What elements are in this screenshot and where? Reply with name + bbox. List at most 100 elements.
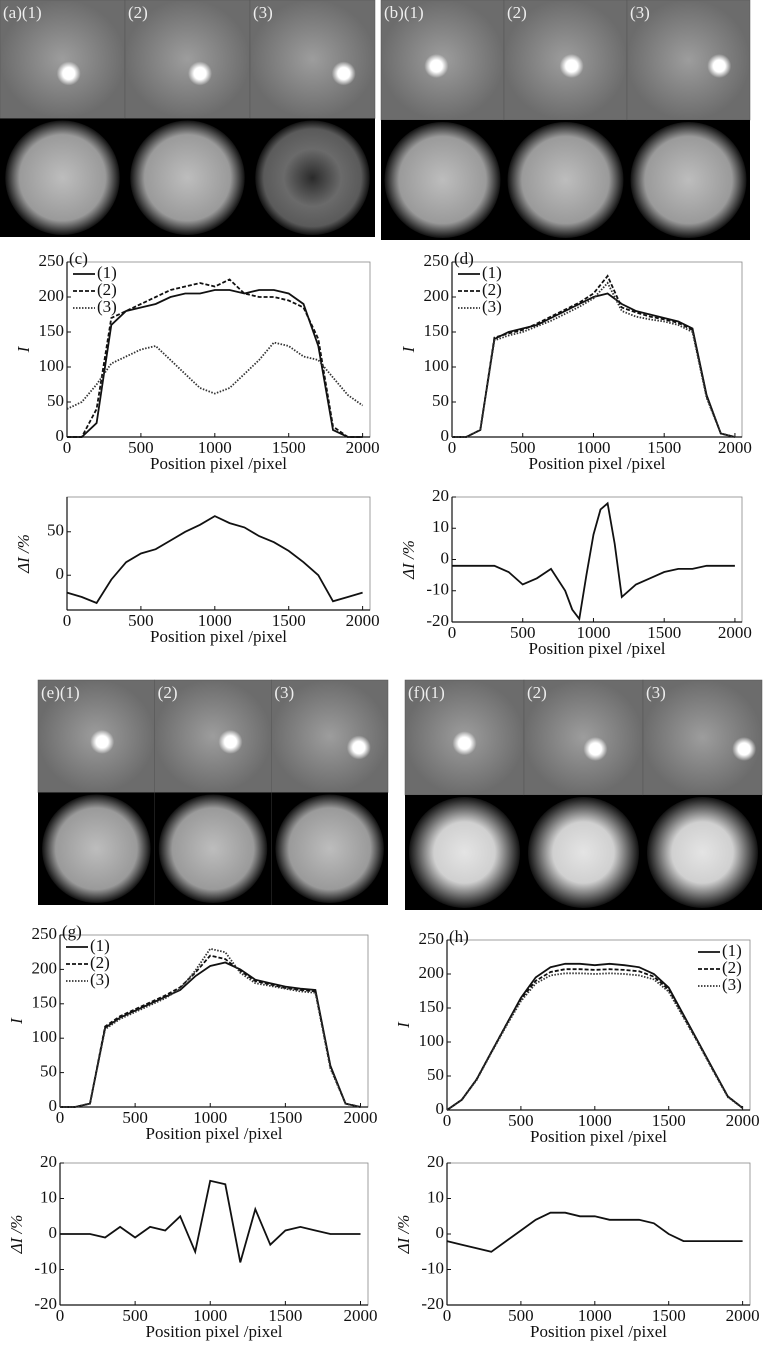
photo-label: (2) bbox=[527, 683, 547, 702]
photo-label: (2) bbox=[158, 683, 178, 702]
photo-top bbox=[154, 679, 272, 793]
x-axis-label: Position pixel /pixel bbox=[530, 1322, 667, 1341]
x-axis-label: Position pixel /pixel bbox=[529, 639, 666, 658]
photo-label: (3) bbox=[253, 3, 273, 22]
bright-spot bbox=[331, 61, 356, 86]
x-tick-label: 500 bbox=[508, 1111, 534, 1130]
beam-disc bbox=[5, 120, 120, 235]
series-line bbox=[446, 972, 744, 1111]
delta-line bbox=[446, 1211, 743, 1253]
y-tick-label: 200 bbox=[424, 286, 450, 305]
y-tick-label: 200 bbox=[419, 963, 445, 982]
series-line bbox=[452, 274, 736, 438]
y-tick-label: 50 bbox=[40, 1062, 57, 1081]
photo-top bbox=[271, 679, 389, 793]
y-tick-label: -10 bbox=[426, 580, 449, 599]
beam-disc bbox=[255, 120, 370, 235]
beam-disc bbox=[409, 797, 520, 908]
photo-label: (3) bbox=[274, 683, 294, 702]
y-tick-label: 50 bbox=[47, 391, 64, 410]
y-tick-label: 100 bbox=[39, 356, 65, 375]
legend-label: (3) bbox=[722, 975, 742, 994]
x-tick-label: 0 bbox=[443, 1306, 452, 1325]
legend-label: (3) bbox=[90, 970, 110, 989]
x-tick-label: 2000 bbox=[346, 438, 380, 457]
legend-label: (1) bbox=[97, 263, 117, 282]
x-tick-label: 500 bbox=[122, 1108, 148, 1127]
x-tick-label: 2000 bbox=[343, 1306, 377, 1325]
y-tick-label: 0 bbox=[49, 1223, 58, 1242]
x-tick-label: 500 bbox=[508, 1306, 534, 1325]
x-tick-label: 1000 bbox=[578, 1306, 612, 1325]
y-tick-label: 150 bbox=[39, 321, 65, 340]
photo-label: (3) bbox=[646, 683, 666, 702]
beam-disc bbox=[647, 797, 758, 908]
photo-top bbox=[249, 0, 376, 119]
x-tick-label: 1000 bbox=[198, 611, 232, 630]
x-tick-label: 1500 bbox=[268, 1306, 302, 1325]
plot-frame bbox=[446, 1162, 751, 1306]
y-tick-label: 0 bbox=[441, 426, 450, 445]
bright-spot bbox=[218, 729, 243, 754]
bright-spot bbox=[732, 737, 757, 761]
series-line bbox=[66, 341, 364, 410]
y-tick-label: 50 bbox=[47, 521, 64, 540]
x-tick-label: 1500 bbox=[272, 611, 306, 630]
x-axis-label: Position pixel /pixel bbox=[529, 454, 666, 473]
beam-disc bbox=[275, 794, 384, 903]
photo-top bbox=[124, 0, 251, 119]
y-tick-label: -20 bbox=[421, 1294, 444, 1313]
x-tick-label: 2000 bbox=[718, 623, 752, 642]
y-tick-label: 250 bbox=[424, 251, 450, 270]
legend-label: (2) bbox=[482, 280, 502, 299]
beam-disc bbox=[507, 122, 624, 238]
y-tick-label: 0 bbox=[436, 1099, 445, 1118]
x-tick-label: 2000 bbox=[718, 438, 752, 457]
x-tick-label: 2000 bbox=[343, 1108, 377, 1127]
beam-disc bbox=[384, 122, 501, 238]
x-axis-label: Position pixel /pixel bbox=[530, 1127, 667, 1146]
panel-label: (g) bbox=[62, 922, 82, 941]
x-tick-label: 0 bbox=[448, 623, 457, 642]
delta-line bbox=[60, 1179, 361, 1263]
x-tick-label: 1000 bbox=[193, 1306, 227, 1325]
delta-line bbox=[66, 515, 363, 605]
x-tick-label: 1000 bbox=[198, 438, 232, 457]
y-axis-label: ΔI /% bbox=[394, 1215, 413, 1255]
y-tick-label: 150 bbox=[419, 997, 445, 1016]
y-tick-label: 10 bbox=[40, 1187, 57, 1206]
x-tick-label: 1000 bbox=[576, 438, 610, 457]
y-tick-label: 150 bbox=[424, 321, 450, 340]
legend-label: (3) bbox=[482, 297, 502, 316]
y-tick-label: 0 bbox=[56, 426, 65, 445]
x-axis-label: Position pixel /pixel bbox=[146, 1322, 283, 1341]
panel-label: (d) bbox=[454, 249, 474, 268]
beam-disc bbox=[158, 794, 268, 903]
x-tick-label: 2000 bbox=[726, 1111, 760, 1130]
y-tick-label: 100 bbox=[419, 1031, 445, 1050]
y-tick-label: 250 bbox=[419, 929, 445, 948]
x-tick-label: 1000 bbox=[578, 1111, 612, 1130]
series-line bbox=[67, 289, 363, 438]
y-tick-label: 0 bbox=[49, 1096, 58, 1115]
x-tick-label: 1500 bbox=[652, 1111, 686, 1130]
x-tick-label: 500 bbox=[122, 1306, 148, 1325]
x-tick-label: 0 bbox=[56, 1306, 65, 1325]
y-axis-label: ΔI /% bbox=[14, 534, 33, 574]
y-tick-label: 20 bbox=[40, 1152, 57, 1171]
x-tick-label: 500 bbox=[128, 438, 154, 457]
y-tick-label: 50 bbox=[427, 1065, 444, 1084]
photo-label: (b)(1) bbox=[384, 3, 424, 22]
x-axis-label: Position pixel /pixel bbox=[150, 454, 287, 473]
photo-label: (3) bbox=[630, 3, 650, 22]
x-tick-label: 500 bbox=[510, 623, 536, 642]
legend-label: (1) bbox=[722, 941, 742, 960]
legend-label: (1) bbox=[482, 263, 502, 282]
bright-spot bbox=[188, 61, 212, 86]
photo-label: (a)(1) bbox=[3, 3, 42, 22]
bright-spot bbox=[56, 61, 81, 86]
panel-label: (h) bbox=[449, 927, 469, 946]
y-tick-label: -20 bbox=[34, 1294, 57, 1313]
y-tick-label: 250 bbox=[32, 924, 58, 943]
panel-label: (c) bbox=[69, 249, 88, 268]
